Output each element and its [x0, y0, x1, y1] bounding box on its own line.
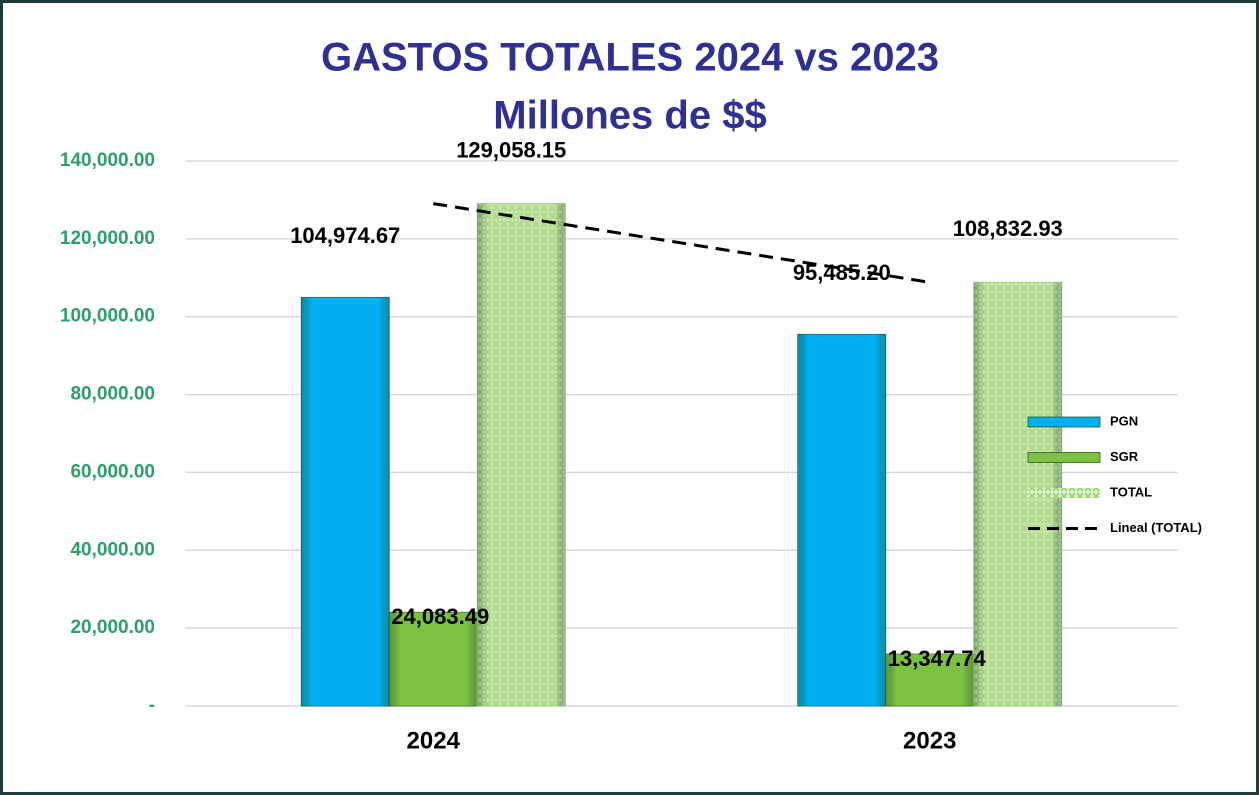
legend-swatch [1028, 488, 1100, 498]
legend-label: PGN [1110, 413, 1138, 428]
chart-title: GASTOS TOTALES 2024 vs 2023 [321, 36, 939, 80]
legend-label: TOTAL [1110, 484, 1152, 499]
y-tick-label: 60,000.00 [70, 461, 155, 482]
legend-label: SGR [1110, 449, 1139, 464]
y-tick-label: 20,000.00 [70, 617, 155, 638]
bar-bevel [389, 612, 478, 706]
y-tick-label: 120,000.00 [60, 228, 155, 249]
data-label: 108,832.93 [953, 216, 1063, 241]
data-label: 13,347.74 [888, 646, 987, 671]
y-tick-label: 100,000.00 [60, 306, 155, 327]
legend-swatch [1027, 416, 1101, 428]
legend-swatch [1027, 452, 1101, 463]
x-tick-label: 2024 [407, 727, 461, 754]
bar-bevel [885, 654, 974, 706]
trendline [433, 202, 930, 284]
data-label: 104,974.67 [290, 223, 400, 248]
bar-bevel [477, 203, 566, 706]
y-tick-label: 40,000.00 [70, 539, 155, 560]
y-tick-label: 80,000.00 [70, 384, 155, 405]
bar-bevel [797, 334, 886, 706]
data-label: 95,485.20 [793, 260, 891, 285]
legend-label: Lineal (TOTAL) [1110, 520, 1202, 535]
chart-subtitle: Millones de $$ [493, 94, 766, 138]
data-label: 129,058.15 [456, 137, 566, 162]
y-tick-label: - [149, 695, 155, 716]
y-tick-label: 140,000.00 [60, 150, 155, 171]
x-tick-label: 2023 [903, 727, 956, 754]
bar-bevel [301, 297, 390, 706]
data-label: 24,083.49 [391, 604, 489, 629]
